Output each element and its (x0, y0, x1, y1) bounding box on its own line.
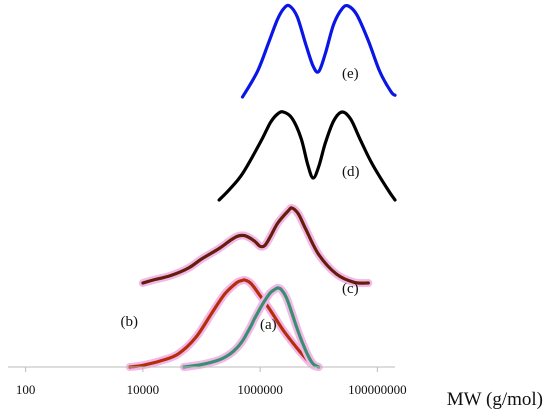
x-tick-label: 100 (16, 382, 36, 397)
series-b-line (128, 278, 321, 369)
series-c-line (141, 206, 370, 285)
curves-layer (125, 3, 397, 371)
curve-label-a: (a) (260, 317, 277, 333)
curve-label-c: (c) (342, 281, 359, 297)
curve-labels: (a) (b) (c) (d) (e) (121, 66, 360, 333)
x-ticks: 100 10000 1000000 100000000 (16, 367, 407, 397)
x-tick-label: 100000000 (348, 382, 407, 397)
series-d-line (217, 110, 397, 202)
curve-label-d: (d) (342, 164, 360, 180)
curve-label-b: (b) (121, 314, 139, 330)
series-a-line (182, 286, 321, 369)
curve-label-e: (e) (342, 66, 359, 82)
series-e-line (240, 3, 397, 99)
x-tick-label: 1000000 (237, 382, 283, 397)
x-axis-title: MW (g/mol) (447, 389, 543, 410)
x-tick-label: 10000 (127, 382, 160, 397)
